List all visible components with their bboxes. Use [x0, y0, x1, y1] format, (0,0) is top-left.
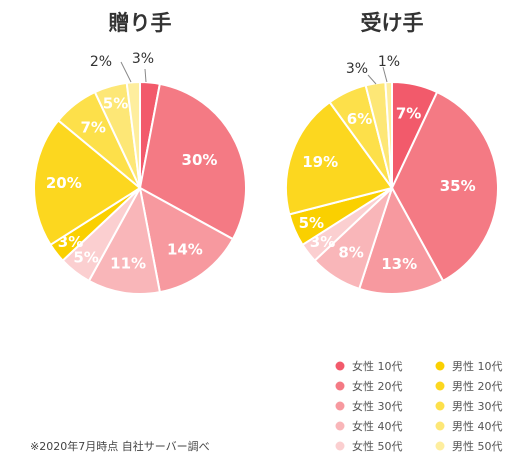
- chart-title-giver: 贈り手: [109, 11, 172, 35]
- leader-line: [382, 66, 388, 83]
- slice-label: 7%: [396, 105, 421, 123]
- slice-label: 30%: [182, 151, 218, 169]
- leader-line: [367, 74, 377, 85]
- legend-swatch: [335, 441, 345, 451]
- legend-swatch: [435, 421, 445, 431]
- footnote: ※2020年7月時点 自社サーバー調べ: [30, 439, 210, 453]
- legend-swatch: [435, 381, 445, 391]
- pie-slice: [33, 119, 142, 247]
- slice-label: 19%: [302, 153, 338, 171]
- legend-label: 女性 40代: [352, 419, 403, 433]
- slice-label: 5%: [103, 95, 128, 113]
- legend-swatch: [435, 401, 445, 411]
- legend-swatch: [335, 421, 345, 431]
- slice-label: 11%: [110, 254, 146, 272]
- legend-label: 男性 50代: [452, 439, 503, 453]
- slice-label: 5%: [299, 214, 324, 232]
- pie-slice: [125, 80, 141, 189]
- legend-swatch: [435, 441, 445, 451]
- legend-swatch: [335, 381, 345, 391]
- slice-label: 1%: [378, 54, 400, 70]
- slice-label: 7%: [80, 119, 105, 137]
- pie-slice: [390, 90, 499, 283]
- slice-label: 3%: [346, 61, 368, 77]
- pie-slice: [285, 100, 394, 216]
- legend-label: 女性 30代: [352, 399, 403, 413]
- legend-label: 男性 30代: [452, 399, 503, 413]
- legend-swatch: [435, 361, 445, 371]
- leader-line: [120, 61, 132, 83]
- pie-slice: [87, 185, 162, 295]
- legend-label: 男性 20代: [452, 379, 503, 393]
- slice-label: 3%: [132, 51, 154, 67]
- pie-giver: 3%30%14%11%5%3%20%7%5%2%: [33, 51, 247, 295]
- slice-label: 6%: [347, 110, 372, 128]
- pie-slice: [357, 185, 445, 295]
- legend-label: 男性 40代: [452, 419, 503, 433]
- pie-slice: [384, 80, 393, 189]
- leader-line: [144, 68, 147, 83]
- slice-label: 20%: [46, 174, 82, 192]
- slice-label: 3%: [58, 233, 83, 251]
- legend-swatch: [335, 401, 345, 411]
- legend-label: 女性 10代: [352, 359, 403, 373]
- slice-label: 14%: [167, 241, 203, 259]
- chart-title-receiver: 受け手: [361, 11, 424, 35]
- legend-swatch: [335, 361, 345, 371]
- pie-receiver: 7%35%13%8%3%5%19%6%3% 1%: [285, 54, 499, 295]
- pie-slice: [138, 82, 247, 241]
- slice-label: 2%: [90, 54, 112, 70]
- legend-label: 女性 50代: [352, 439, 403, 453]
- legend-label: 男性 10代: [452, 359, 503, 373]
- pie-slice: [138, 186, 235, 294]
- legend-label: 女性 20代: [352, 379, 403, 393]
- slice-label: 13%: [381, 255, 417, 273]
- slice-label: 8%: [338, 243, 363, 261]
- slice-label: 3%: [310, 233, 335, 251]
- slice-label: 35%: [440, 177, 476, 195]
- slice-label: 5%: [73, 249, 98, 267]
